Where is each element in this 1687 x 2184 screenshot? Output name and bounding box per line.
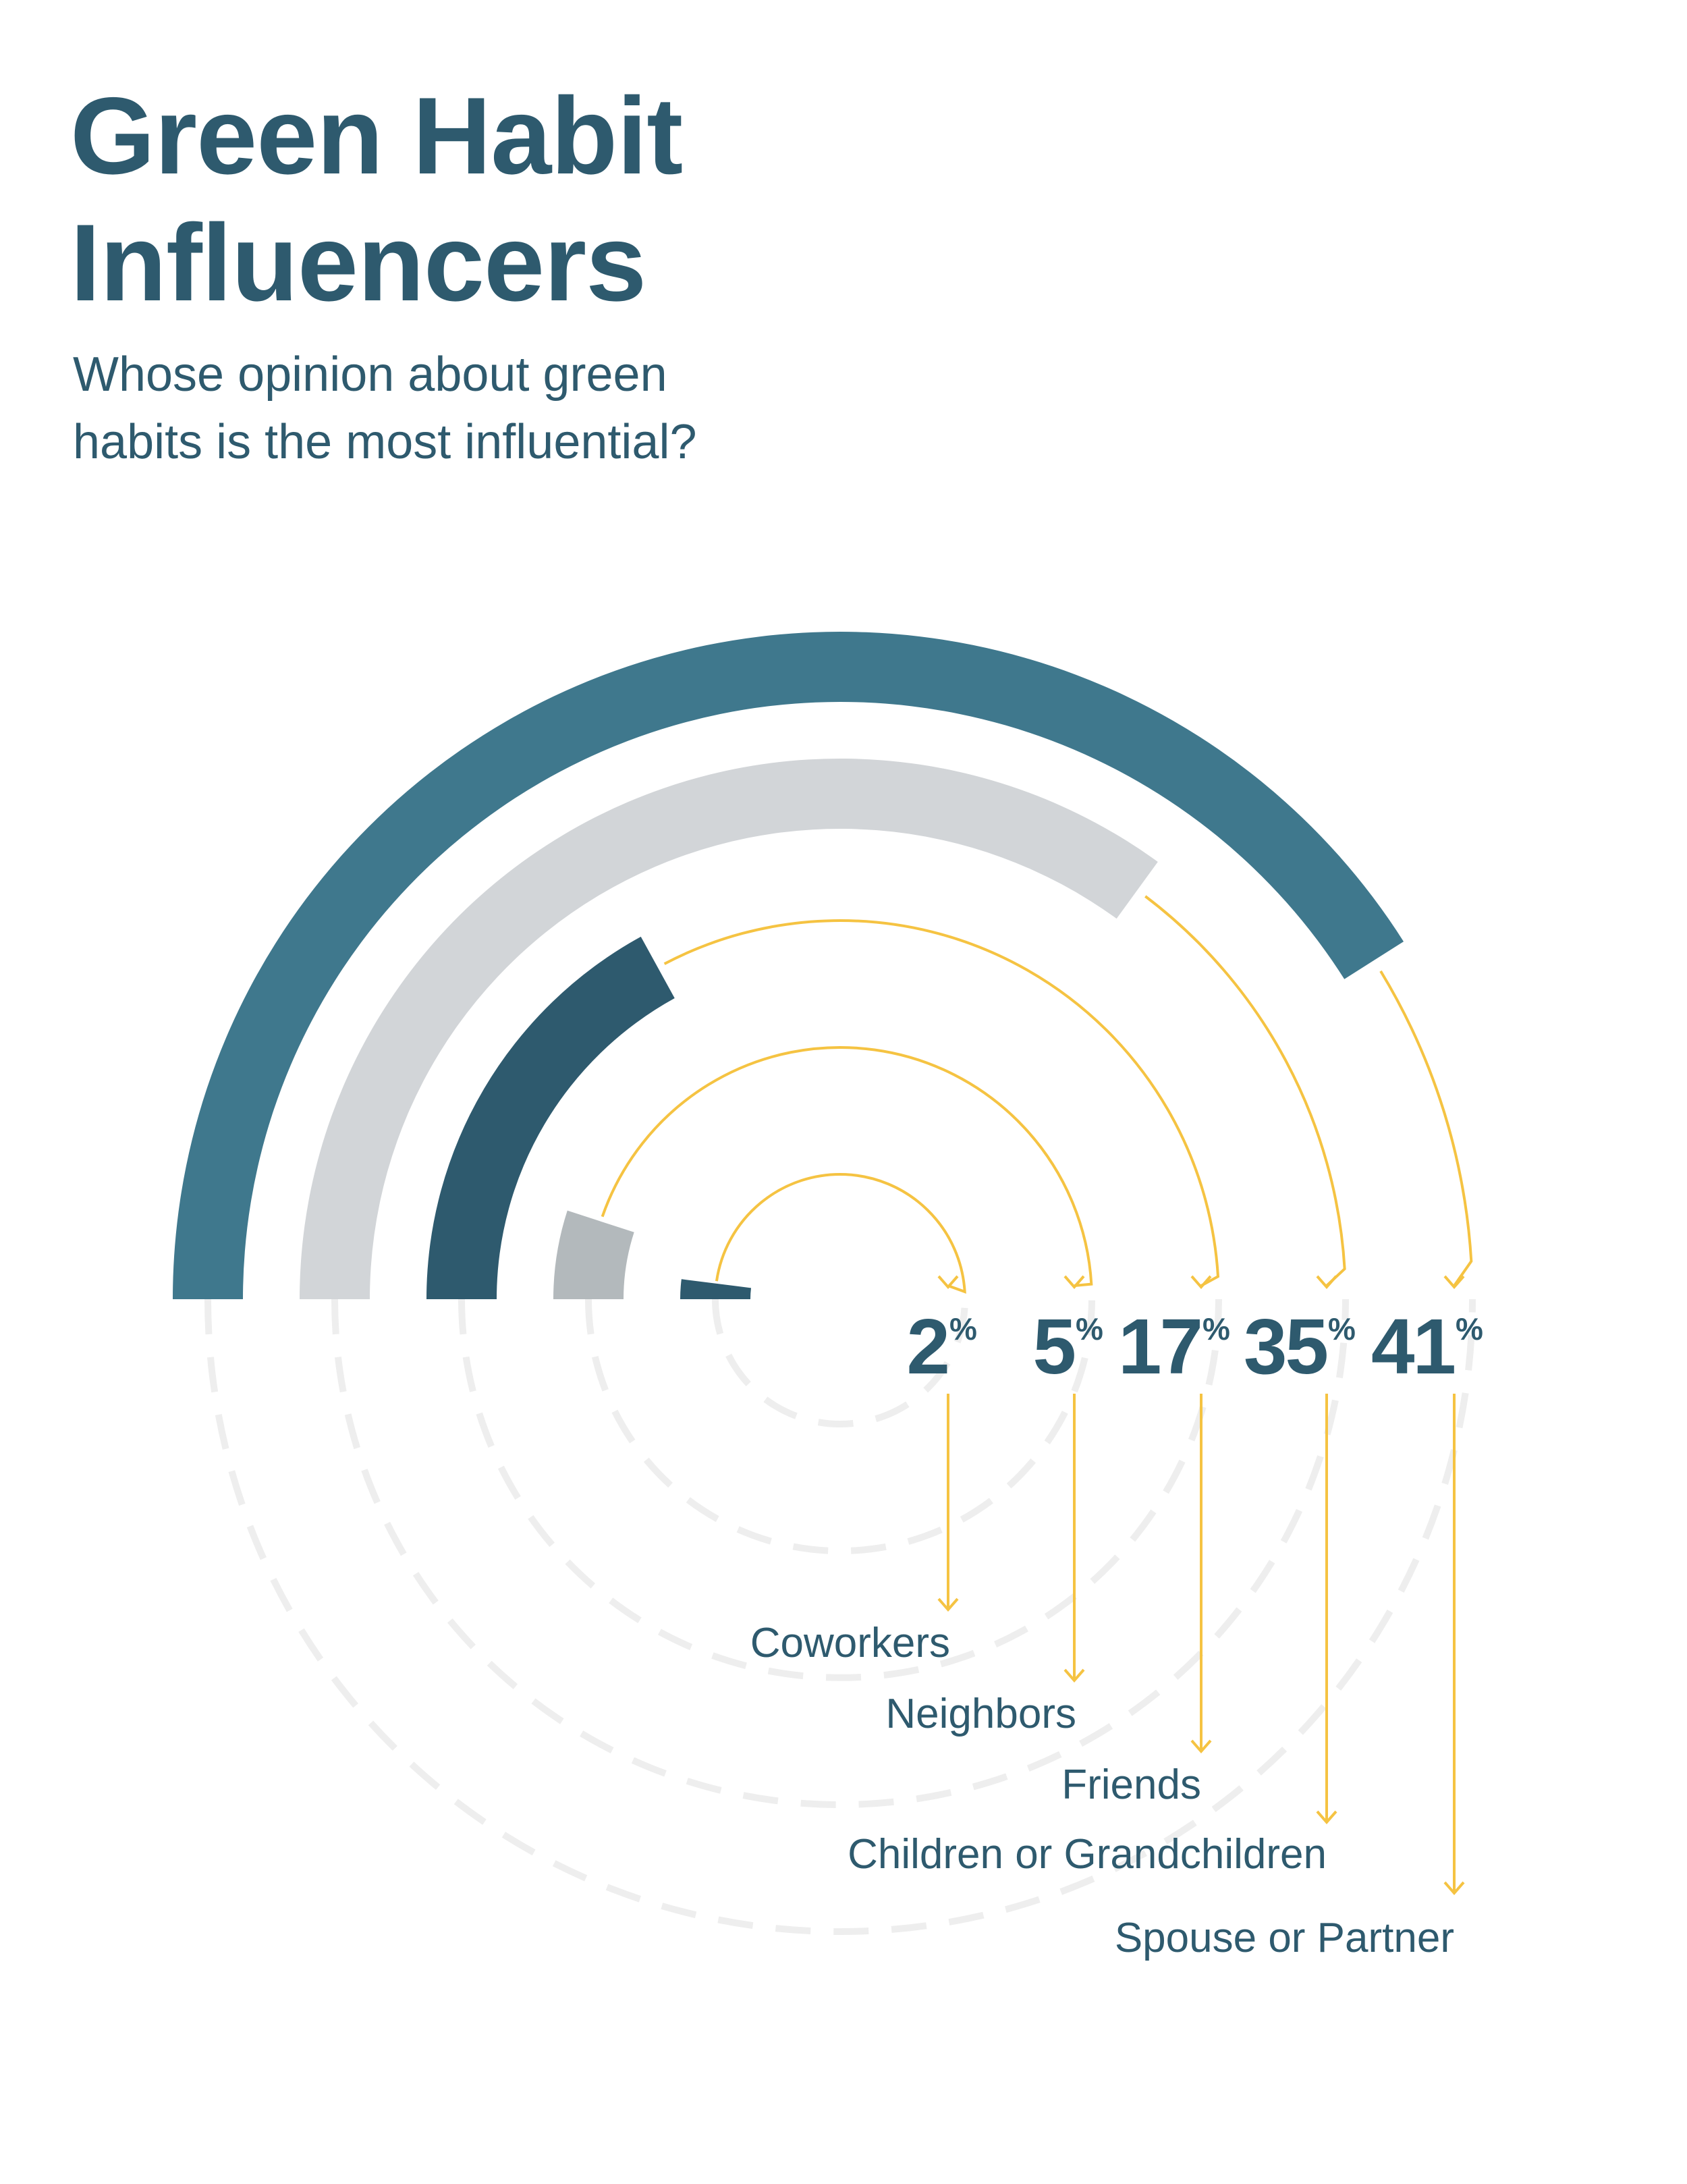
category-label: Children or Grandchildren — [848, 1831, 1327, 1878]
category-labels: Coworkers Neighbors Friends Children or Gra… — [750, 1620, 1454, 1961]
category-label: Coworkers — [750, 1620, 950, 1666]
arrow-head — [1316, 1810, 1337, 1825]
page-title: Green Habit Influencers — [70, 73, 683, 327]
value-labels: 2% 5% 17% 35% 41% — [906, 1303, 1483, 1390]
chart-subtitle: Whose opinion about green habits is the … — [73, 341, 697, 476]
percent-sign: % — [1076, 1311, 1103, 1346]
percent-sign: % — [1328, 1311, 1356, 1346]
percent-sign: % — [949, 1311, 977, 1346]
arrow-head — [1190, 1739, 1212, 1754]
bar-coworkers — [680, 1279, 752, 1299]
dashed-track — [712, 1299, 968, 1427]
dashed-tracks — [204, 1299, 1476, 1935]
bar-children-or-grandchildren — [300, 759, 1158, 1299]
connector-arc — [663, 919, 1220, 1287]
title-line-1: Green Habit — [70, 75, 683, 197]
bar-spouse-or-partner — [173, 632, 1404, 1299]
dashed-track — [585, 1299, 1095, 1554]
connector-arc — [601, 1046, 1093, 1287]
connector-lines — [601, 895, 1473, 1896]
category-label: Neighbors — [885, 1691, 1076, 1737]
arrow-head — [1316, 1275, 1337, 1290]
percent-sign: % — [1202, 1311, 1230, 1346]
subtitle-line-1: Whose opinion about green — [73, 348, 667, 402]
dashed-track — [331, 1299, 1349, 1808]
value-label: 41 — [1371, 1303, 1455, 1390]
value-label: 2 — [906, 1303, 948, 1390]
value-label: 17 — [1118, 1303, 1201, 1390]
title-line-2: Influencers — [70, 202, 646, 324]
bar-friends — [426, 936, 675, 1299]
category-label: Spouse or Partner — [1115, 1915, 1454, 1961]
percent-sign: % — [1456, 1311, 1483, 1346]
value-label: 5 — [1032, 1303, 1074, 1390]
arrow-head — [1443, 1275, 1465, 1290]
arrow-head — [1063, 1668, 1085, 1683]
dashed-track — [204, 1299, 1476, 1935]
subtitle-line-2: habits is the most influential? — [73, 415, 697, 469]
value-label: 35 — [1244, 1303, 1327, 1390]
arrow-head — [1443, 1881, 1465, 1896]
category-label: Friends — [1061, 1762, 1201, 1808]
connector-arc — [1379, 970, 1473, 1287]
arrow-head — [1063, 1275, 1085, 1290]
bar-neighbors — [553, 1210, 634, 1299]
arrow-head — [937, 1275, 959, 1290]
connector-arc — [1144, 895, 1346, 1287]
dashed-track — [458, 1299, 1222, 1681]
connector-arc — [715, 1173, 966, 1294]
bars — [173, 632, 1404, 1299]
arrow-head — [937, 1598, 959, 1612]
arrow-head — [1190, 1275, 1212, 1290]
